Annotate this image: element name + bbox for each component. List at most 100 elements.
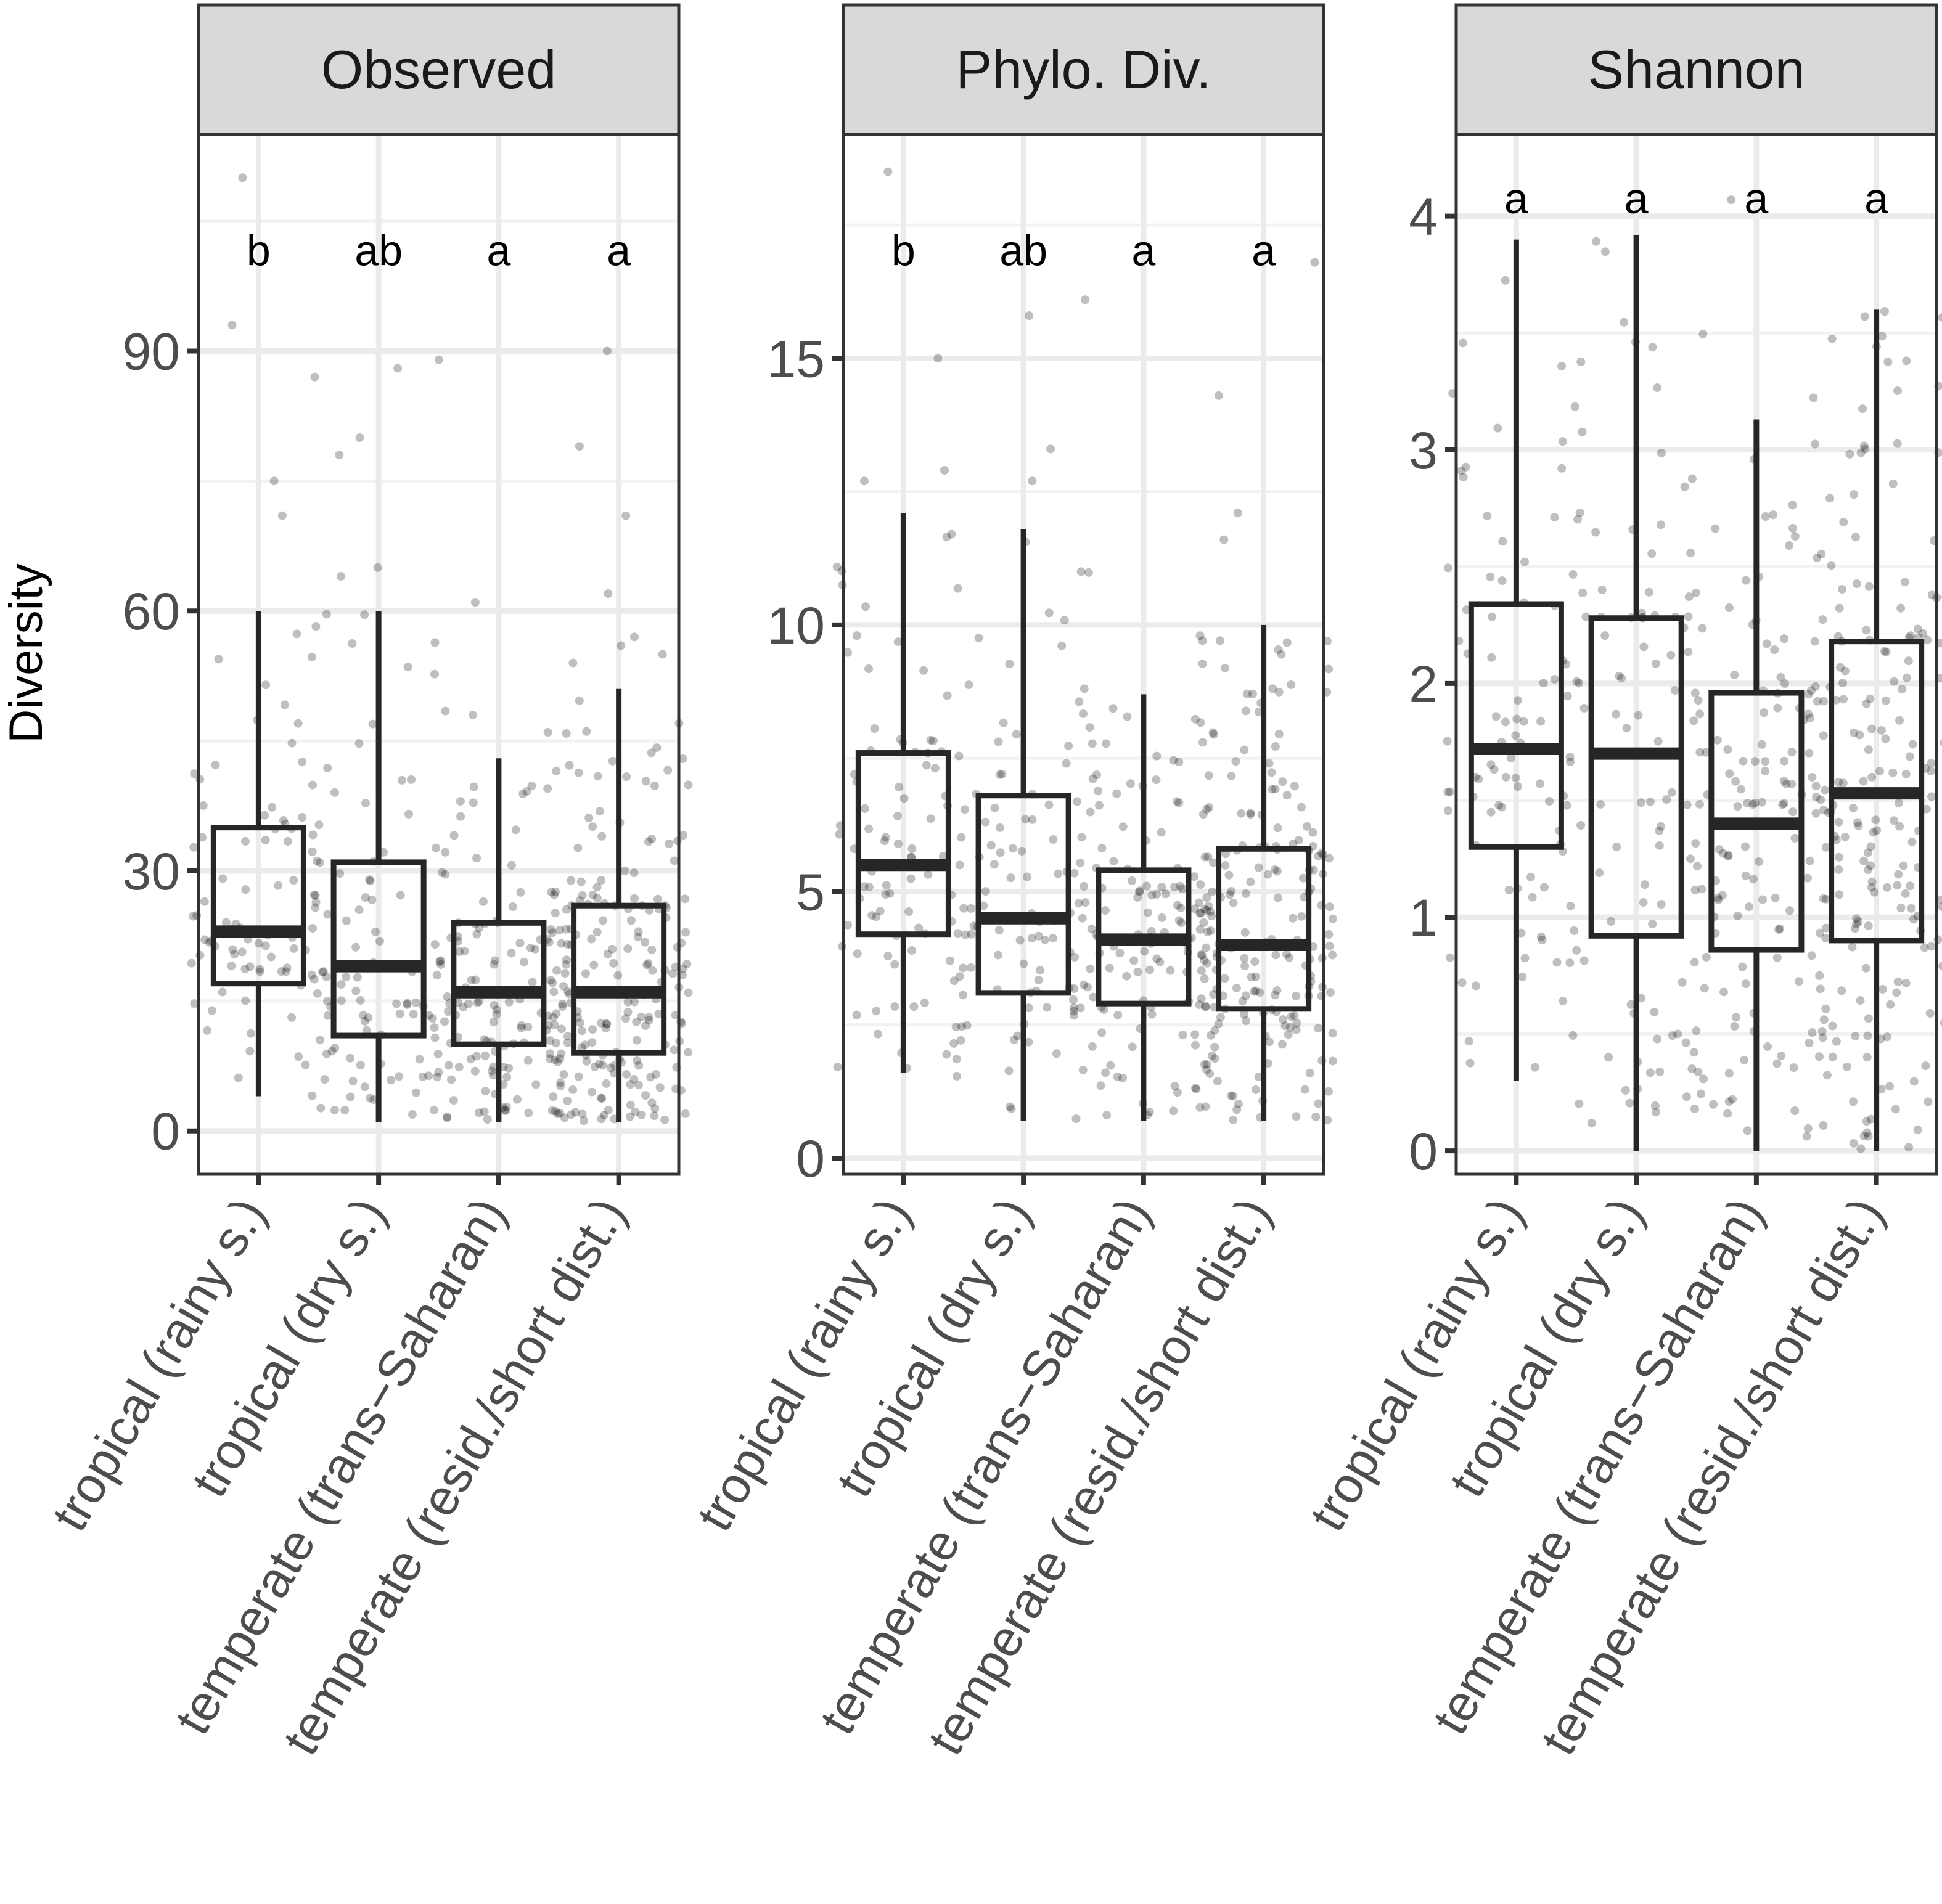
data-point bbox=[311, 897, 321, 907]
data-point bbox=[1197, 951, 1207, 960]
data-point bbox=[254, 939, 263, 948]
data-point bbox=[681, 1109, 690, 1118]
data-point bbox=[1519, 717, 1528, 726]
data-point bbox=[289, 876, 298, 885]
data-point bbox=[1197, 994, 1206, 1003]
data-point bbox=[881, 890, 890, 899]
data-point bbox=[359, 1011, 368, 1020]
data-point bbox=[644, 1013, 653, 1022]
data-point bbox=[1776, 924, 1785, 933]
data-point bbox=[443, 1113, 452, 1122]
data-point bbox=[1248, 689, 1257, 698]
data-point bbox=[1077, 833, 1086, 842]
data-point bbox=[1761, 512, 1770, 521]
data-point bbox=[623, 1008, 633, 1017]
data-point bbox=[981, 817, 990, 827]
data-point bbox=[1100, 906, 1110, 915]
outlier-point bbox=[310, 372, 319, 382]
data-point bbox=[472, 930, 481, 939]
data-point bbox=[492, 1005, 501, 1015]
data-point bbox=[395, 1009, 404, 1018]
data-point bbox=[1818, 615, 1827, 624]
data-point bbox=[221, 918, 231, 927]
data-point bbox=[922, 761, 931, 770]
data-point bbox=[1899, 861, 1908, 870]
data-point bbox=[1849, 1097, 1858, 1106]
data-point bbox=[1850, 924, 1859, 933]
data-point bbox=[1250, 957, 1260, 966]
boxplot-2 bbox=[451, 758, 547, 1122]
data-point bbox=[1105, 963, 1114, 973]
data-point bbox=[546, 1036, 555, 1045]
data-point bbox=[650, 1104, 660, 1113]
data-point bbox=[1570, 402, 1579, 411]
boxplot-0 bbox=[1468, 239, 1564, 1081]
data-point bbox=[596, 807, 605, 816]
data-point bbox=[1940, 1019, 1942, 1027]
data-point bbox=[255, 967, 264, 976]
data-point bbox=[1263, 870, 1272, 879]
data-point bbox=[920, 998, 929, 1007]
box bbox=[1216, 846, 1312, 1012]
data-point bbox=[1520, 954, 1530, 963]
data-point bbox=[1686, 549, 1695, 558]
data-point bbox=[1856, 996, 1865, 1005]
data-point bbox=[1648, 920, 1657, 929]
data-point bbox=[1072, 797, 1081, 806]
data-point bbox=[544, 938, 554, 947]
data-point bbox=[1231, 757, 1240, 766]
data-point bbox=[1927, 792, 1936, 801]
data-point bbox=[1210, 1054, 1219, 1063]
data-point bbox=[1088, 774, 1097, 783]
data-point bbox=[1229, 1116, 1238, 1125]
data-point bbox=[1867, 877, 1877, 886]
data-point bbox=[1880, 647, 1889, 656]
data-point bbox=[1152, 775, 1161, 785]
boxplot-0 bbox=[210, 611, 306, 1097]
data-point bbox=[508, 902, 517, 912]
data-point bbox=[1202, 893, 1211, 902]
outlier-point bbox=[568, 658, 578, 668]
data-point bbox=[516, 888, 525, 897]
data-point bbox=[443, 1113, 452, 1122]
data-point bbox=[1607, 917, 1616, 926]
data-point bbox=[190, 769, 199, 778]
data-point bbox=[1690, 1104, 1699, 1113]
data-point bbox=[1076, 858, 1085, 867]
data-point bbox=[1044, 608, 1054, 618]
boxplot-1 bbox=[1588, 235, 1684, 1151]
data-point bbox=[1743, 1126, 1752, 1135]
data-point bbox=[528, 978, 537, 987]
data-point bbox=[1788, 807, 1797, 817]
outlier-point bbox=[859, 476, 869, 486]
data-point bbox=[859, 882, 869, 891]
data-point bbox=[1713, 735, 1722, 745]
data-point bbox=[1780, 634, 1789, 644]
data-point bbox=[1617, 674, 1626, 683]
data-point bbox=[1203, 852, 1213, 862]
data-point bbox=[1778, 800, 1787, 809]
data-point bbox=[1246, 809, 1255, 818]
data-point bbox=[1822, 1071, 1832, 1080]
data-point bbox=[1803, 709, 1813, 719]
significance-letter: a bbox=[1744, 174, 1768, 223]
outlier-point bbox=[337, 571, 346, 581]
data-point bbox=[507, 860, 516, 870]
data-point bbox=[1730, 1022, 1739, 1031]
data-point bbox=[1078, 1065, 1088, 1074]
data-point bbox=[1443, 788, 1452, 797]
data-point bbox=[1621, 1085, 1630, 1095]
data-point bbox=[1145, 965, 1154, 974]
data-point bbox=[682, 959, 692, 968]
data-point bbox=[1274, 729, 1284, 738]
data-point bbox=[1246, 810, 1255, 819]
outlier-point bbox=[658, 650, 667, 659]
data-point bbox=[547, 1106, 557, 1115]
data-point bbox=[881, 833, 890, 842]
data-point bbox=[1511, 731, 1520, 740]
data-point bbox=[1655, 826, 1664, 835]
data-point bbox=[1208, 887, 1217, 896]
data-point bbox=[294, 1052, 303, 1061]
data-point bbox=[430, 1023, 439, 1032]
data-point bbox=[603, 949, 612, 958]
